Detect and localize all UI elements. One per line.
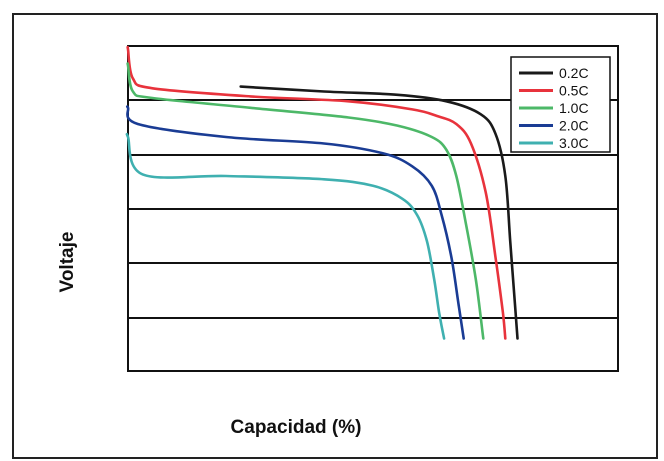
legend-label-0-5c: 0.5C bbox=[559, 83, 589, 99]
legend-label-2-0c: 2.0C bbox=[559, 118, 589, 134]
x-axis-title: Capacidad (%) bbox=[230, 417, 362, 438]
legend-label-3-0c: 3.0C bbox=[559, 135, 589, 151]
series-line-0-5c bbox=[126, 45, 507, 340]
plot-frame bbox=[127, 45, 619, 372]
series-line-2-0c bbox=[125, 105, 465, 340]
series-line-0-2c bbox=[239, 85, 519, 340]
series-line-1-0c bbox=[126, 62, 485, 340]
series-line-3-0c bbox=[125, 132, 446, 340]
y-axis-title: Voltaje bbox=[57, 231, 78, 293]
legend-label-1-0c: 1.0C bbox=[559, 100, 589, 116]
legend-label-0-2c: 0.2C bbox=[559, 65, 589, 81]
figure-frame bbox=[12, 13, 658, 459]
